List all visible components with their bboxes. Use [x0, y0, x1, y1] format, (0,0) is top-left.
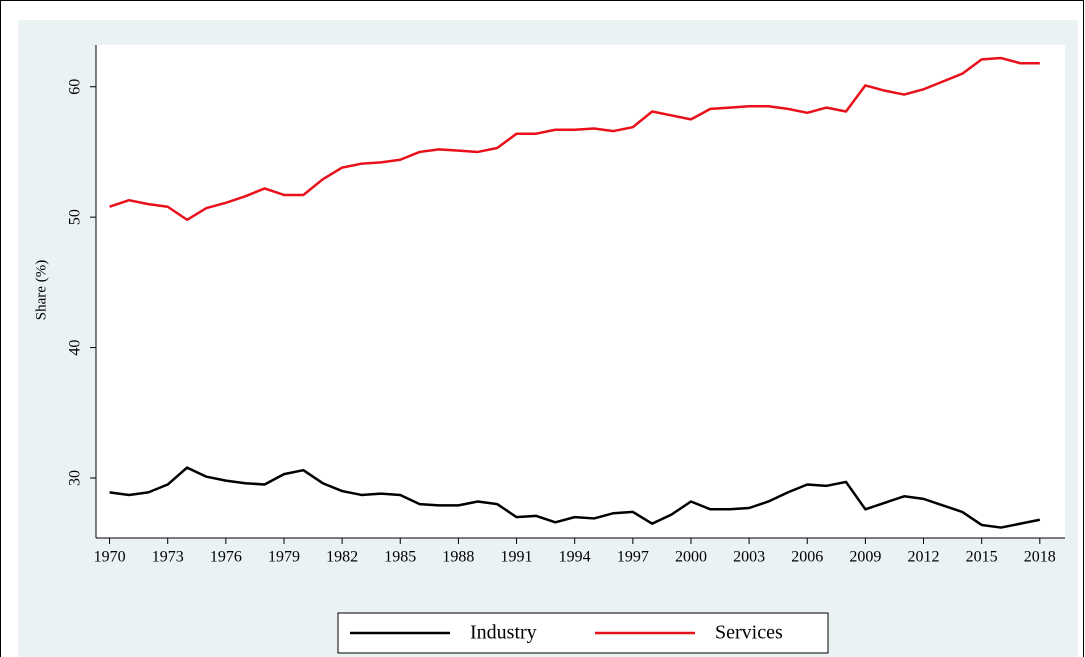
x-tick-label: 1979 — [268, 549, 300, 566]
x-tick-label: 1994 — [559, 549, 591, 566]
legend-label: Services — [715, 622, 783, 644]
x-tick-label: 1970 — [94, 549, 126, 566]
x-tick-label: 2018 — [1024, 549, 1056, 566]
legend-label: Industry — [470, 622, 537, 644]
x-tick-label: 1997 — [617, 549, 649, 566]
x-tick-label: 2009 — [849, 549, 881, 566]
x-tick-label: 1973 — [152, 549, 184, 566]
plot-area — [96, 45, 1065, 538]
x-tick-label: 2006 — [791, 549, 823, 566]
y-tick-label: 60 — [67, 79, 84, 95]
series-line — [109, 56, 1040, 222]
x-tick-label: 1991 — [501, 549, 533, 566]
x-tick-label: 1976 — [210, 549, 242, 566]
x-tick-label: 2000 — [675, 549, 707, 566]
x-tick-label: 2015 — [966, 549, 998, 566]
x-tick-label: 1982 — [326, 549, 358, 566]
y-tick-label: 30 — [67, 470, 84, 486]
x-tick-label: 2012 — [908, 549, 940, 566]
x-tick-label: 2003 — [733, 549, 765, 566]
y-axis-label: Share (%) — [33, 260, 49, 320]
y-tick-label: 40 — [67, 340, 84, 356]
y-tick-label: 50 — [67, 209, 84, 225]
series-line — [109, 466, 1041, 529]
x-tick-label: 1985 — [384, 549, 416, 566]
legend-box — [337, 612, 829, 654]
x-tick-label: 1988 — [442, 549, 474, 566]
